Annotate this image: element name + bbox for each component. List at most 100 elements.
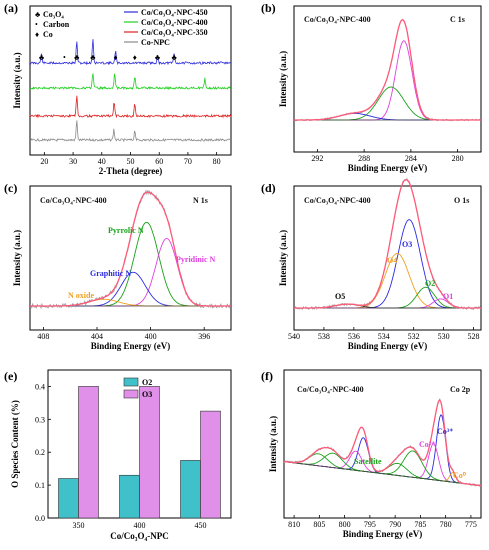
peak-marker: ♦ (114, 53, 118, 62)
x-tick-label: 350 (73, 521, 85, 530)
panel-a: (a) 20 30 40 50 60 70 80 2-Theta (degree) Intensi… (4, 1, 232, 176)
legend-label: O2 (142, 378, 152, 387)
x-tick-label: 780 (440, 520, 452, 529)
panel-b: (b) Co/Co₃O₄-NPC-400 C 1s 292 288 284 280 Bindi… (261, 1, 482, 173)
bar (139, 386, 160, 519)
xrd-trace (29, 95, 232, 119)
sample-title: Co/Co₃O₄-NPC-400 (40, 196, 107, 205)
fit-envelope (294, 178, 481, 309)
legend-swatch (123, 389, 139, 399)
legend-label: Co-NPC (141, 38, 170, 47)
annotation: O1 (443, 292, 453, 301)
x-tick-label: 408 (37, 332, 49, 341)
legend-label: Co/Co₃O₄-NPC-450 (141, 8, 208, 17)
y-tick-label: 0.1 (35, 481, 45, 490)
annotation: Graphitic N (90, 269, 131, 278)
raw-data (29, 189, 232, 310)
x-tick-label: 404 (91, 332, 103, 341)
x-tick-label: 400 (134, 521, 146, 530)
plot-frame (283, 369, 482, 519)
fit-component (283, 453, 482, 487)
sample-title: Co/Co₃O₄-NPC-400 (304, 196, 371, 205)
baseline (283, 461, 482, 486)
fit-component (283, 443, 482, 487)
x-tick-label: 50 (127, 157, 135, 166)
annotation: O5 (335, 292, 345, 301)
sample-title: Co/Co₃O₄-NPC-400 (304, 15, 371, 24)
panel-label: (a) (4, 1, 18, 15)
plot-frame (293, 185, 482, 331)
x-tick-label: 396 (198, 332, 210, 341)
panel-label: (b) (261, 1, 276, 15)
legend-label: Co/Co₃O₄-NPC-350 (141, 28, 208, 37)
y-axis-label: Intensity (a.u.) (278, 51, 288, 107)
fit-envelope (283, 399, 482, 487)
peak-marker: ♣ (155, 53, 161, 62)
fit-component (294, 86, 481, 121)
annotation: N oxide (68, 291, 94, 300)
annotation: Co³⁺ (437, 427, 453, 436)
x-tick-label: 805 (313, 520, 325, 529)
x-tick-label: 532 (408, 332, 420, 341)
x-tick-label: 536 (348, 332, 360, 341)
y-tick-label: 0.4 (35, 382, 45, 391)
annotation: O4 (387, 256, 397, 265)
x-tick-label: 20 (40, 157, 48, 166)
x-tick-label: 785 (414, 520, 426, 529)
xrd-trace (29, 39, 232, 66)
region-title: C 1s (450, 15, 465, 24)
peak-marker: ♣ (39, 53, 45, 62)
region-title: O 1s (454, 196, 469, 205)
x-tick-label: 540 (288, 332, 300, 341)
panel-label: (d) (261, 181, 276, 195)
x-tick-label: 810 (288, 520, 300, 529)
x-tick-label: 538 (318, 332, 330, 341)
peak-marker: ♣ (172, 53, 178, 62)
fit-envelope (294, 19, 481, 121)
sample-title: Co/Co₃O₄-NPC-400 (297, 385, 364, 394)
annotation: Co²⁺ (419, 440, 435, 449)
x-axis-label: Binding Energy (eV) (348, 163, 428, 173)
legend-label: Co (43, 30, 53, 39)
xrd-trace (29, 73, 232, 91)
y-axis-label: O Species Content (%) (10, 400, 20, 488)
x-tick-label: 530 (438, 332, 450, 341)
fit-component (283, 414, 482, 487)
legend-symbol: ♣ (35, 10, 41, 19)
legend-symbol: ♦ (35, 30, 39, 39)
x-tick-label: 400 (145, 332, 157, 341)
x-tick-label: 292 (311, 154, 323, 163)
legend-label: O3 (142, 390, 152, 399)
y-axis-label: Intensity (a.u.) (278, 230, 288, 286)
annotation: O2 (425, 279, 435, 288)
x-tick-label: 795 (364, 520, 376, 529)
peak-marker: ♦ (133, 53, 137, 62)
y-tick-label: 0.2 (35, 448, 45, 457)
annotation: Co⁰ (453, 471, 467, 480)
bar (119, 474, 140, 519)
x-axis-label: Binding Energy (eV) (348, 341, 428, 351)
panel-label: (c) (4, 181, 17, 195)
panel-label: (f) (261, 369, 273, 383)
y-tick-label: 0.3 (35, 415, 45, 424)
peak-marker: ♣ (74, 53, 80, 62)
bar (58, 478, 79, 519)
y-tick-label: 0.0 (35, 514, 45, 523)
legend-label: Carbon (43, 20, 70, 29)
y-axis-label: Intensity (a.u.) (12, 52, 22, 108)
fit-component (294, 40, 481, 121)
peak-marker: ♣ (90, 53, 96, 62)
x-axis-label: Co/Co₃O₄-NPC (110, 531, 168, 541)
legend-label: Co₃O₄ (43, 10, 64, 19)
y-axis-label: Intensity (a.u.) (12, 230, 22, 286)
xrd-trace (29, 120, 232, 143)
x-tick-label: 280 (452, 154, 464, 163)
y-axis-label: Intensity (a.u.) (268, 416, 278, 472)
x-tick-label: 450 (195, 521, 207, 530)
annotation: Pyrrolic N (108, 226, 144, 235)
x-tick-label: 30 (69, 157, 77, 166)
bar (78, 386, 99, 519)
x-tick-label: 534 (378, 332, 390, 341)
x-tick-label: 284 (405, 154, 417, 163)
region-title: Co 2p (450, 385, 471, 394)
